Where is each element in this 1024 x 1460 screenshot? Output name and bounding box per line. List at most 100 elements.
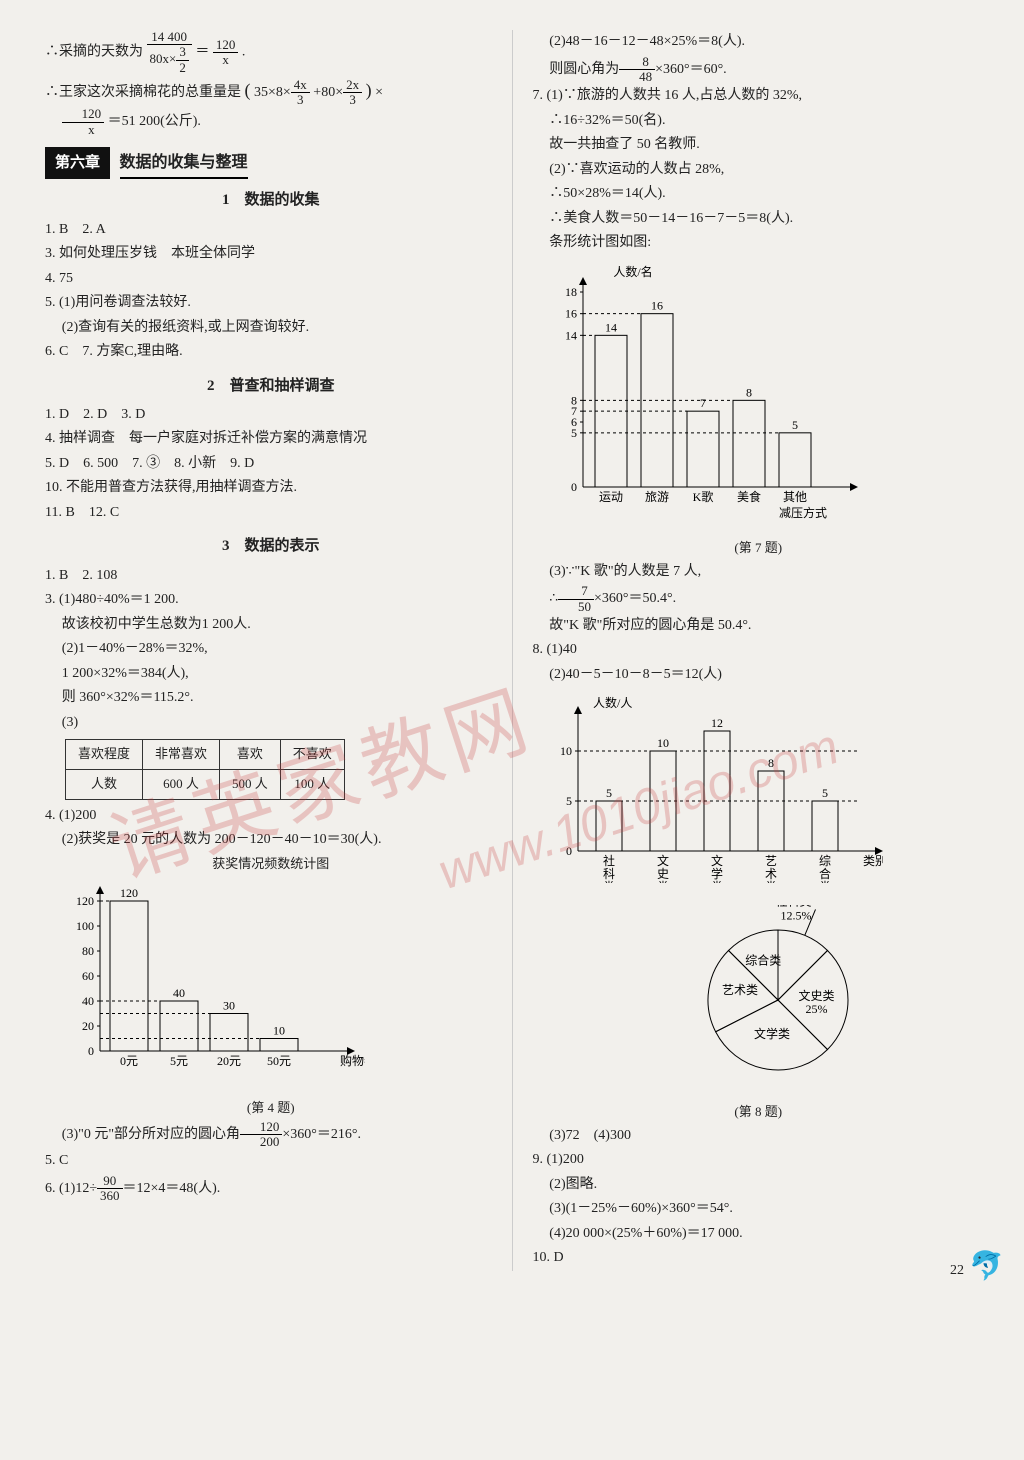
svg-text:科: 科 — [602, 867, 614, 881]
svg-text:K歌: K歌 — [692, 489, 713, 504]
svg-text:12: 12 — [711, 716, 723, 730]
svg-text:25%: 25% — [806, 1002, 828, 1016]
answer-line: 条形统计图如图: — [533, 231, 985, 256]
svg-text:艺: 艺 — [764, 854, 776, 868]
text: ＝ — [195, 45, 209, 60]
svg-text:5: 5 — [606, 786, 612, 800]
answer-line: 5. (1)用问卷调查法较好. — [45, 291, 497, 316]
denominator: 2 — [176, 61, 189, 75]
text: ∴ — [549, 591, 558, 606]
numerator: 14 400 — [147, 30, 192, 45]
left-column: ∴采摘的天数为 14 400 80x×32 ＝ 120x . ∴王家这次采摘棉花… — [45, 30, 513, 1271]
answer-line: ∴50×28%＝14(人). — [533, 182, 985, 207]
svg-text:旅游: 旅游 — [644, 490, 668, 504]
answer-line: ∴750×360°＝50.4°. — [533, 584, 985, 614]
bar-chart-q8: 人数/人05105社科类10文史类12文学类8艺术类5综合类类别 — [533, 693, 883, 883]
dolphin-icon: 🐬 — [969, 1249, 1004, 1283]
answer-line: 3. 如何处理压岁钱 本班全体同学 — [45, 242, 497, 267]
table-cell: 不喜欢 — [280, 740, 344, 770]
svg-text:7: 7 — [700, 396, 706, 410]
svg-text:购物券: 购物券 — [340, 1053, 365, 1068]
svg-text:合: 合 — [818, 866, 830, 881]
svg-text:类: 类 — [656, 880, 668, 883]
svg-text:14: 14 — [565, 328, 577, 342]
svg-text:8: 8 — [768, 756, 774, 770]
answer-line: (2)图略. — [533, 1173, 985, 1198]
table-cell: 100 人 — [280, 769, 344, 799]
svg-text:学: 学 — [710, 866, 722, 881]
numerator: 120 — [240, 1120, 282, 1135]
text: 35×8× — [254, 85, 291, 100]
svg-text:8: 8 — [571, 393, 577, 407]
svg-text:文: 文 — [710, 853, 722, 868]
text: +80× — [313, 85, 343, 100]
fraction: 2x3 — [343, 78, 362, 108]
numerator: 8 — [619, 55, 655, 70]
fraction: 32 — [176, 45, 189, 75]
svg-text:减压方式: 减压方式 — [778, 505, 826, 520]
text: ×360°＝60°. — [655, 62, 727, 77]
svg-text:综合类: 综合类 — [746, 952, 782, 967]
answer-line: 故该校初中学生总数为1 200人. — [45, 613, 497, 638]
answer-line: (3)(1－25%－60%)×360°＝54°. — [533, 1197, 985, 1222]
fraction: 4x3 — [291, 78, 310, 108]
denominator: 3 — [291, 93, 310, 107]
fraction: 750 — [558, 584, 594, 614]
numerator: 3 — [176, 45, 189, 60]
svg-text:综: 综 — [818, 854, 830, 868]
table-cell: 喜欢程度 — [66, 740, 143, 770]
svg-text:14: 14 — [605, 320, 617, 334]
table-row: 人数 600 人 500 人 100 人 — [66, 769, 345, 799]
answer-line: 1. D 2. D 3. D — [45, 403, 497, 428]
answer-line: 3. (1)480÷40%＝1 200. — [45, 588, 497, 613]
denominator: 50 — [558, 600, 594, 614]
text: × — [375, 85, 383, 100]
denominator: x — [213, 53, 239, 67]
svg-text:60: 60 — [82, 969, 94, 983]
text: ∴王家这次采摘棉花的总重量是 — [45, 85, 241, 100]
denominator: 200 — [240, 1135, 282, 1149]
svg-text:人数/名: 人数/名 — [613, 264, 652, 279]
text: 则圆心角为 — [549, 62, 619, 77]
chapter-title: 数据的收集与整理 — [120, 149, 248, 179]
svg-text:40: 40 — [82, 994, 94, 1008]
numerator: 7 — [558, 584, 594, 599]
svg-text:美食: 美食 — [736, 489, 760, 504]
section-title: 1 数据的收集 — [45, 187, 497, 213]
text: . — [242, 45, 246, 60]
svg-text:其他: 其他 — [782, 490, 806, 504]
answer-line: 5. C — [45, 1149, 497, 1174]
answer-line: (2)40－5－10－8－5＝12(人) — [533, 663, 985, 688]
answer-line: (3)"0 元"部分所对应的圆心角120200×360°＝216°. — [45, 1120, 497, 1150]
table-cell: 人数 — [66, 769, 143, 799]
table-cell: 600 人 — [143, 769, 220, 799]
intro-line3: 120x ＝51 200(公斤). — [45, 107, 497, 137]
section-title: 3 数据的表示 — [45, 533, 497, 559]
answer-line: 11. B 12. C — [45, 501, 497, 526]
svg-text:10: 10 — [657, 736, 669, 750]
svg-text:史: 史 — [656, 867, 668, 881]
answer-line: ∴16÷32%＝50(名). — [533, 109, 985, 134]
svg-text:5: 5 — [822, 786, 828, 800]
svg-text:0元: 0元 — [120, 1054, 138, 1068]
chart-caption: (第 7 题) — [533, 537, 985, 560]
table-q3: 喜欢程度 非常喜欢 喜欢 不喜欢 人数 600 人 500 人 100 人 — [65, 739, 345, 800]
fraction: 90360 — [97, 1174, 123, 1204]
chart-caption: (第 8 题) — [533, 1101, 985, 1124]
table-cell: 非常喜欢 — [143, 740, 220, 770]
text: ×360°＝50.4°. — [594, 591, 676, 606]
answer-line: 4. 75 — [45, 267, 497, 292]
answer-line: 7. (1)∵旅游的人数共 16 人,占总人数的 32%, — [533, 84, 985, 109]
svg-text:20元: 20元 — [217, 1054, 241, 1068]
bar-chart-q7: 人数/名0567814161814运动16旅游7K歌8美食5其他减压方式 — [533, 262, 863, 522]
answer-line: (4)20 000×(25%＋60%)＝17 000. — [533, 1222, 985, 1247]
chart-title: 获奖情况频数统计图 — [45, 853, 497, 876]
answer-line: 1. B 2. A — [45, 218, 497, 243]
right-column: (2)48－16－12－48×25%＝8(人). 则圆心角为848×360°＝6… — [513, 30, 985, 1271]
svg-text:0: 0 — [88, 1044, 94, 1058]
svg-text:5: 5 — [566, 794, 572, 808]
svg-text:20: 20 — [82, 1019, 94, 1033]
text: 6. (1)12÷ — [45, 1181, 97, 1196]
answer-line: 6. (1)12÷90360＝12×4＝48(人). — [45, 1174, 497, 1204]
svg-text:文学类: 文学类 — [754, 1026, 790, 1041]
